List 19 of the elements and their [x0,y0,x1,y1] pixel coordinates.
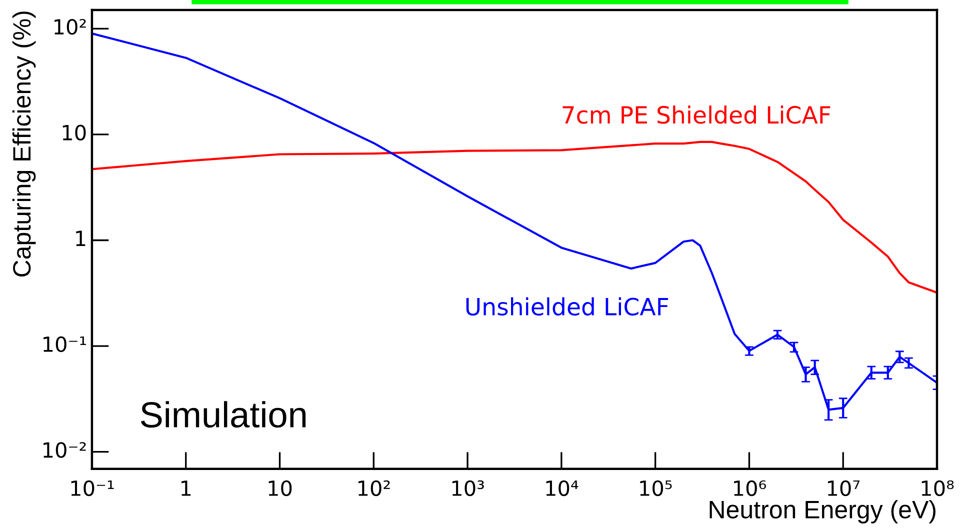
y-tick-label: 10⁻¹ [44,336,86,352]
series-label: 7cm PE Shielded LiCAF [562,106,830,124]
y-tick-label: 1 [76,230,86,246]
y-tick-label: 10⁻² [44,442,86,458]
y-tick-label: 10 [62,124,86,140]
y-axis-title: Capturing Efficiency (%) [12,12,36,276]
x-tick-label: 10⁴ [546,480,578,496]
x-tick-label: 10² [358,480,390,496]
annotation: Simulation [140,401,306,428]
x-tick-label: 10⁶ [734,480,766,496]
x-tick-label: 10³ [452,480,484,496]
x-tick-label: 10 [268,480,292,496]
x-tick-label: 10⁸ [922,480,954,496]
x-tick-label: 10⁵ [640,480,672,496]
x-tick-label: 1 [182,480,191,496]
x-tick-label: 10⁷ [828,480,860,496]
x-axis-title: Neutron Energy (eV) [710,500,936,524]
series-label: Unshielded LiCAF [466,297,668,316]
y-tick-label: 10² [54,18,86,35]
